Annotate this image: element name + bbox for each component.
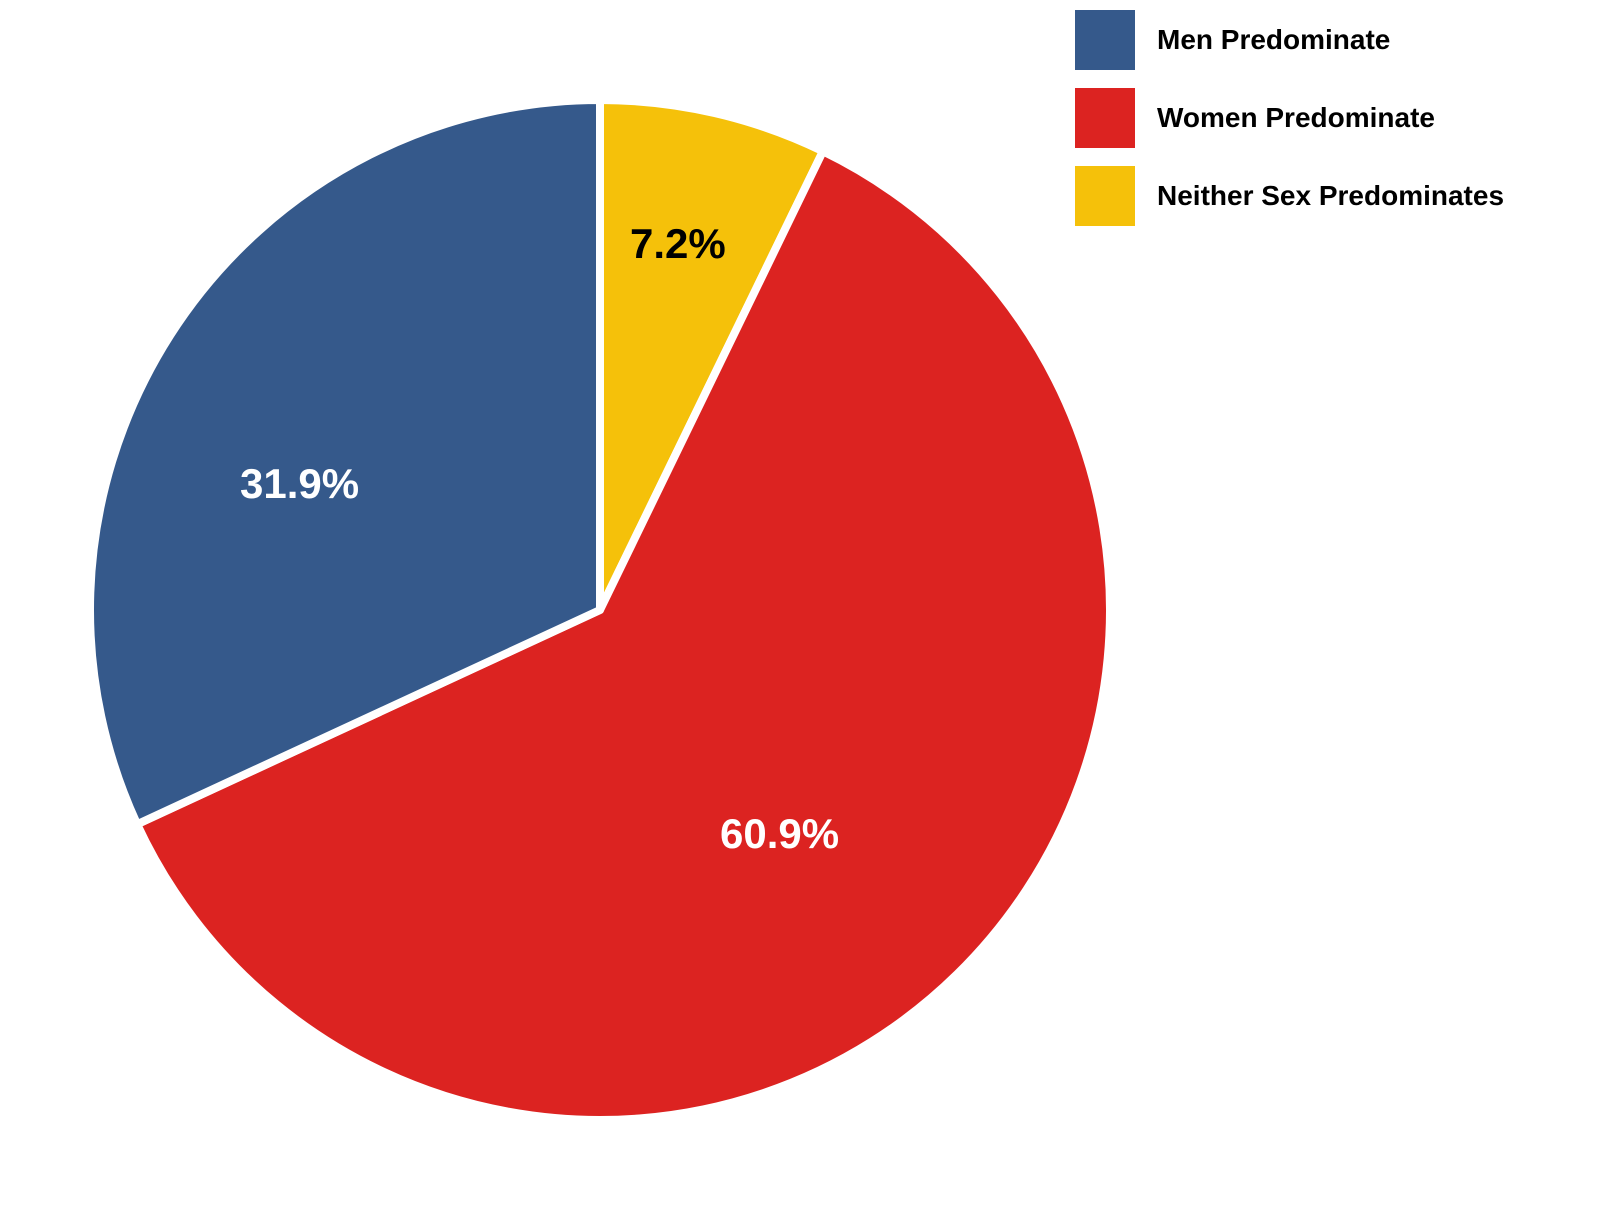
slice-percent-label: 60.9% [720,810,839,858]
pie-chart-container: 7.2% 60.9% 31.9% [80,90,1120,1135]
slice-percent-label: 7.2% [630,220,726,268]
slice-percent-label: 31.9% [240,460,359,508]
legend-item-neither: Neither Sex Predominates [1075,166,1504,226]
legend-label: Neither Sex Predominates [1157,180,1504,212]
legend-label: Women Predominate [1157,102,1435,134]
legend: Men Predominate Women Predominate Neithe… [1075,10,1504,244]
legend-swatch [1075,10,1135,70]
legend-label: Men Predominate [1157,24,1390,56]
legend-swatch [1075,88,1135,148]
legend-item-men: Men Predominate [1075,10,1504,70]
pie-chart-svg [80,90,1120,1130]
legend-swatch [1075,166,1135,226]
legend-item-women: Women Predominate [1075,88,1504,148]
